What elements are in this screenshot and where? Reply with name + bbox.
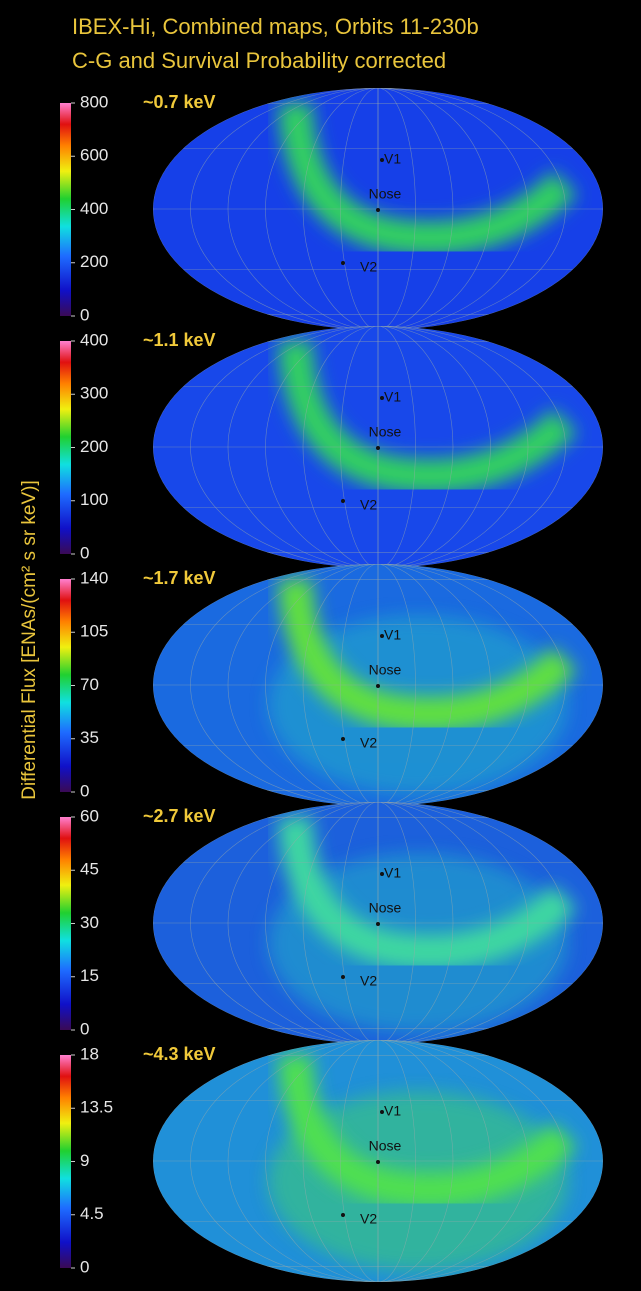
marker-label: Nose [369,1138,402,1154]
colorbar-tick-label: 15 [80,966,99,985]
colorbar [60,579,71,792]
marker-dot [341,261,345,265]
colorbar-tick-label: 400 [80,330,108,349]
marker-label: Nose [369,424,402,440]
marker-label: V1 [384,151,401,167]
energy-label: ~4.3 keV [143,1044,216,1064]
colorbar-tick-label: 140 [80,568,108,587]
colorbar-tick-label: 800 [80,92,108,111]
marker-dot [341,737,345,741]
marker-dot [376,922,380,926]
colorbar-tick-label: 600 [80,146,108,165]
marker-dot [376,684,380,688]
colorbar [60,1055,71,1268]
marker-label: V1 [384,389,401,405]
colorbar-label: Differential Flux [ENAs/(cm² s sr keV)] [19,480,40,800]
marker-label: Nose [369,900,402,916]
marker-label: V2 [360,259,377,275]
marker-label: Nose [369,662,402,678]
colorbar-tick-label: 45 [80,860,99,879]
colorbar-tick-label: 0 [80,305,89,324]
colorbar-tick-label: 13.5 [80,1098,113,1117]
energy-label: ~2.7 keV [143,806,216,826]
marker-dot [341,975,345,979]
marker-dot [376,208,380,212]
colorbar-tick-label: 0 [80,543,89,562]
colorbar-tick-label: 200 [80,252,108,271]
colorbar-tick-label: 70 [80,675,99,694]
colorbar-tick-label: 0 [80,1257,89,1276]
marker-dot [341,499,345,503]
marker-label: Nose [369,186,402,202]
colorbar-tick-label: 0 [80,1019,89,1038]
title-line: C-G and Survival Probability corrected [72,48,446,73]
marker-dot [376,446,380,450]
colorbar-tick-label: 100 [80,490,108,509]
marker-label: V2 [360,735,377,751]
colorbar-tick-label: 60 [80,806,99,825]
colorbar-tick-label: 4.5 [80,1204,104,1223]
colorbar-tick-label: 300 [80,384,108,403]
colorbar [60,817,71,1030]
colorbar-tick-label: 30 [80,913,99,932]
colorbar-tick-label: 0 [80,781,89,800]
colorbar-tick-label: 35 [80,728,99,747]
marker-dot [376,1160,380,1164]
colorbar [60,103,71,316]
colorbar-tick-label: 9 [80,1151,89,1170]
colorbar-tick-label: 18 [80,1044,99,1063]
marker-label: V1 [384,1103,401,1119]
marker-label: V1 [384,627,401,643]
marker-dot [341,1213,345,1217]
colorbar-tick-label: 200 [80,437,108,456]
colorbar [60,341,71,554]
colorbar-tick-label: 105 [80,622,108,641]
marker-label: V2 [360,497,377,513]
title-line: IBEX-Hi, Combined maps, Orbits 11-230b [72,14,479,39]
colorbar-tick-label: 400 [80,199,108,218]
marker-label: V2 [360,1211,377,1227]
marker-label: V2 [360,973,377,989]
figure: IBEX-Hi, Combined maps, Orbits 11-230b C… [0,0,641,1291]
energy-label: ~0.7 keV [143,92,216,112]
energy-label: ~1.1 keV [143,330,216,350]
marker-label: V1 [384,865,401,881]
energy-label: ~1.7 keV [143,568,216,588]
